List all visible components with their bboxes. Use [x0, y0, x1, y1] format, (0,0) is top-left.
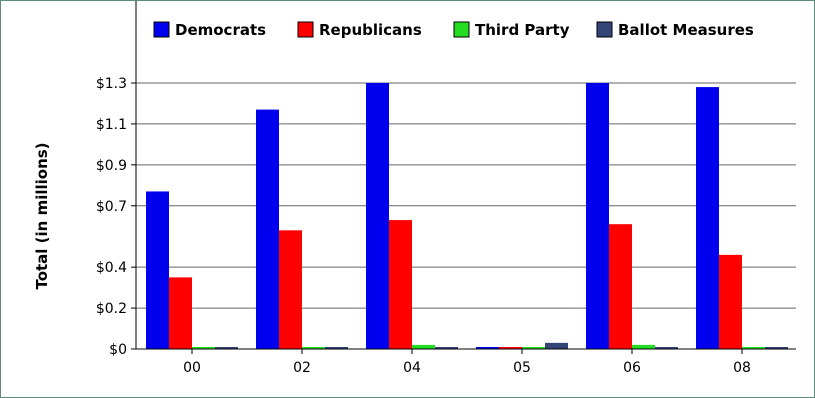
bars — [146, 83, 788, 349]
bar-democrats-06 — [586, 83, 609, 349]
bar-republicans-06 — [609, 224, 632, 349]
bar-third-party-08 — [742, 346, 765, 349]
bar-republicans-02 — [279, 230, 302, 349]
bar-third-party-06 — [632, 344, 655, 349]
bar-ballot-measures-06 — [655, 347, 678, 349]
bar-democrats-08 — [696, 87, 719, 349]
y-tick-label: $0.4 — [96, 260, 127, 276]
y-tick-label: $1.3 — [96, 76, 127, 92]
bar-third-party-05 — [522, 347, 545, 349]
y-tick-labels: $0 $0.2 $0.4 $0.7 $0.9 $1.1 $1.3 — [96, 76, 127, 358]
legend: Democrats Republicans Third Party Ballot Me… — [153, 21, 754, 39]
legend-label-republicans: Republicans — [319, 21, 422, 39]
bar-ballot-measures-02 — [325, 347, 348, 349]
bar-republicans-05 — [499, 347, 522, 349]
legend-label-democrats: Democrats — [175, 21, 266, 39]
legend-swatch-democrats — [153, 21, 170, 38]
x-tick-label: 00 — [183, 360, 201, 376]
legend-swatch-ballot-measures — [596, 21, 613, 38]
bar-third-party-00 — [192, 346, 215, 349]
y-tick-label: $0.2 — [96, 301, 127, 317]
axes — [135, 1, 796, 350]
bar-democrats-04 — [366, 83, 389, 349]
x-tick-label: 02 — [293, 360, 311, 376]
y-tick-label: $0.7 — [96, 199, 127, 215]
gridlines — [131, 82, 796, 350]
legend-label-ballot-measures: Ballot Measures — [618, 21, 754, 39]
bar-third-party-04 — [412, 344, 435, 349]
y-tick-label: $0.9 — [96, 158, 127, 174]
bar-republicans-00 — [169, 277, 192, 349]
bar-democrats-00 — [146, 191, 169, 349]
legend-label-third-party: Third Party — [475, 21, 570, 39]
y-tick-label: $0 — [109, 342, 127, 358]
bar-ballot-measures-00 — [215, 347, 238, 349]
bar-third-party-02 — [302, 346, 325, 349]
y-axis-label: Total (in millions) — [33, 142, 51, 289]
bar-republicans-04 — [389, 220, 412, 349]
x-tick-label: 04 — [403, 360, 421, 376]
x-tick-label: 05 — [513, 360, 531, 376]
x-tick-label: 08 — [733, 360, 751, 376]
x-tick-labels: 00 02 04 05 06 08 — [183, 349, 751, 376]
bar-democrats-05 — [476, 347, 499, 349]
bar-ballot-measures-05 — [545, 342, 568, 349]
x-tick-label: 06 — [623, 360, 641, 376]
bar-democrats-02 — [256, 109, 279, 349]
bar-republicans-08 — [719, 254, 742, 349]
legend-swatch-republicans — [297, 21, 314, 38]
bar-ballot-measures-08 — [765, 347, 788, 349]
legend-swatch-third-party — [453, 21, 470, 38]
bar-ballot-measures-04 — [435, 347, 458, 349]
y-tick-label: $1.1 — [96, 117, 127, 133]
